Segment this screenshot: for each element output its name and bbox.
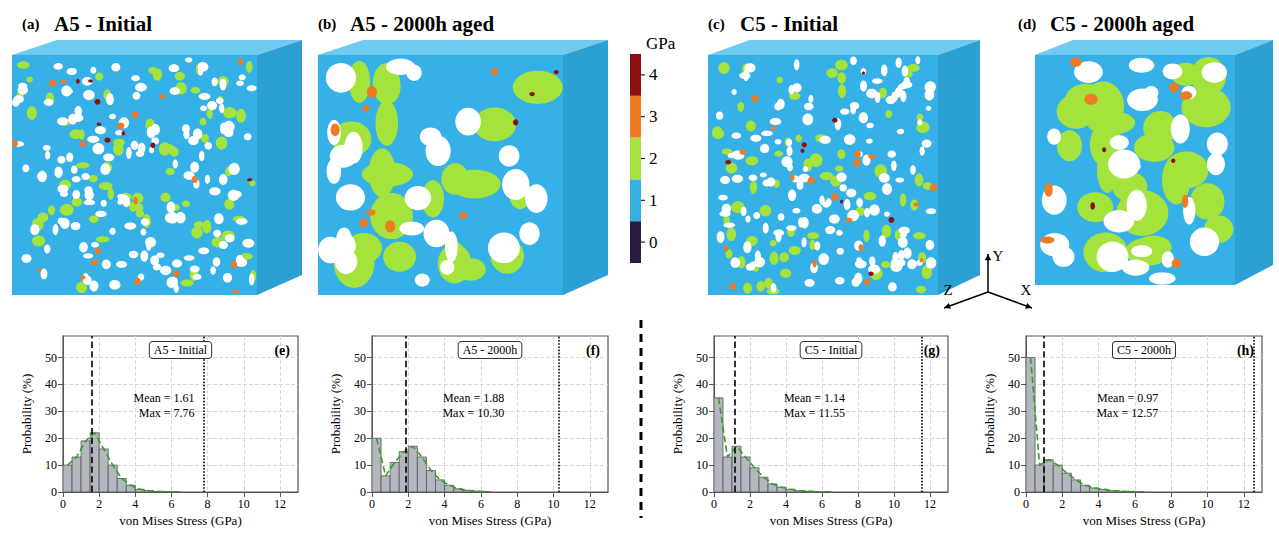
svg-text:6: 6 — [168, 497, 174, 511]
svg-text:4: 4 — [1096, 497, 1102, 511]
svg-text:6: 6 — [478, 497, 484, 511]
svg-text:12: 12 — [924, 497, 936, 511]
svg-text:Mean = 0.97: Mean = 0.97 — [1097, 391, 1158, 405]
svg-text:2: 2 — [96, 497, 102, 511]
svg-text:20: 20 — [45, 431, 57, 445]
svg-text:A5 - 2000h: A5 - 2000h — [463, 343, 518, 357]
svg-text:Z: Z — [943, 282, 952, 298]
svg-text:0: 0 — [1023, 497, 1029, 511]
svg-text:10: 10 — [238, 497, 250, 511]
svg-text:10: 10 — [696, 458, 708, 472]
svg-text:40: 40 — [45, 377, 57, 391]
svg-text:Max = 11.55: Max = 11.55 — [784, 406, 845, 420]
svg-text:8: 8 — [514, 497, 520, 511]
svg-text:Probability (%): Probability (%) — [670, 374, 685, 455]
svg-text:50: 50 — [696, 351, 708, 365]
svg-text:Probability (%): Probability (%) — [982, 374, 997, 455]
svg-text:30: 30 — [354, 404, 366, 418]
svg-text:40: 40 — [1008, 377, 1020, 391]
svg-text:2: 2 — [649, 149, 658, 168]
svg-text:Max = 7.76: Max = 7.76 — [139, 406, 195, 420]
svg-text:C5 - Initial: C5 - Initial — [805, 343, 858, 357]
svg-text:50: 50 — [1008, 351, 1020, 365]
svg-text:8: 8 — [205, 497, 211, 511]
svg-text:4: 4 — [783, 497, 789, 511]
svg-text:10: 10 — [1008, 458, 1020, 472]
svg-text:50: 50 — [45, 351, 57, 365]
svg-text:(c): (c) — [708, 16, 725, 33]
svg-text:40: 40 — [696, 377, 708, 391]
svg-text:10: 10 — [354, 458, 366, 472]
svg-text:(d): (d) — [1018, 16, 1036, 33]
svg-text:3: 3 — [649, 107, 658, 126]
svg-text:20: 20 — [696, 431, 708, 445]
svg-text:0: 0 — [51, 485, 57, 499]
svg-text:0: 0 — [649, 233, 658, 252]
svg-text:C5 - 2000h: C5 - 2000h — [1117, 343, 1171, 357]
svg-text:4: 4 — [132, 497, 138, 511]
svg-text:2: 2 — [1059, 497, 1065, 511]
svg-text:10: 10 — [45, 458, 57, 472]
svg-text:40: 40 — [354, 377, 366, 391]
svg-text:4: 4 — [442, 497, 448, 511]
svg-text:30: 30 — [696, 404, 708, 418]
svg-text:A5 - Initial: A5 - Initial — [154, 343, 208, 357]
svg-text:Mean = 1.14: Mean = 1.14 — [784, 391, 845, 405]
svg-text:von Mises Stress (GPa): von Mises Stress (GPa) — [1083, 513, 1205, 528]
svg-text:(e): (e) — [274, 343, 290, 359]
svg-text:A5 - 2000h aged: A5 - 2000h aged — [350, 12, 494, 36]
svg-text:Mean = 1.61: Mean = 1.61 — [134, 391, 195, 405]
svg-text:20: 20 — [1008, 431, 1020, 445]
svg-text:1: 1 — [649, 191, 658, 210]
svg-text:von Mises Stress (GPa): von Mises Stress (GPa) — [429, 513, 551, 528]
svg-text:Y: Y — [993, 248, 1004, 264]
svg-text:C5 - Initial: C5 - Initial — [740, 12, 838, 36]
svg-text:2: 2 — [405, 497, 411, 511]
svg-text:20: 20 — [354, 431, 366, 445]
svg-text:10: 10 — [1202, 497, 1214, 511]
svg-text:X: X — [1021, 282, 1032, 298]
svg-text:12: 12 — [274, 497, 286, 511]
svg-text:C5 - 2000h aged: C5 - 2000h aged — [1050, 12, 1194, 36]
svg-text:Max = 12.57: Max = 12.57 — [1096, 406, 1158, 420]
svg-text:0: 0 — [360, 485, 366, 499]
svg-text:von Mises Stress (GPa): von Mises Stress (GPa) — [119, 513, 241, 528]
svg-text:0: 0 — [702, 485, 708, 499]
svg-text:6: 6 — [819, 497, 825, 511]
svg-text:Probability (%): Probability (%) — [19, 374, 34, 455]
svg-text:8: 8 — [855, 497, 861, 511]
svg-text:Probability (%): Probability (%) — [328, 374, 343, 455]
svg-text:50: 50 — [354, 351, 366, 365]
svg-text:0: 0 — [1014, 485, 1020, 499]
svg-text:0: 0 — [369, 497, 375, 511]
svg-text:10: 10 — [888, 497, 900, 511]
svg-text:(a): (a) — [22, 16, 40, 33]
svg-text:A5 - Initial: A5 - Initial — [54, 12, 152, 36]
svg-text:(f): (f) — [586, 343, 600, 359]
svg-text:30: 30 — [1008, 404, 1020, 418]
svg-text:Mean = 1.88: Mean = 1.88 — [443, 391, 504, 405]
svg-text:12: 12 — [1238, 497, 1250, 511]
svg-text:10: 10 — [548, 497, 560, 511]
svg-text:(b): (b) — [318, 16, 336, 33]
svg-text:Max = 10.30: Max = 10.30 — [442, 406, 504, 420]
svg-text:4: 4 — [649, 65, 658, 84]
svg-text:6: 6 — [1132, 497, 1138, 511]
svg-text:8: 8 — [1168, 497, 1174, 511]
svg-text:von Mises Stress (GPa): von Mises Stress (GPa) — [770, 513, 892, 528]
svg-text:12: 12 — [584, 497, 596, 511]
svg-text:30: 30 — [45, 404, 57, 418]
svg-text:(g): (g) — [924, 343, 941, 359]
svg-text:2: 2 — [747, 497, 753, 511]
svg-text:0: 0 — [60, 497, 66, 511]
svg-text:0: 0 — [711, 497, 717, 511]
svg-text:GPa: GPa — [646, 34, 676, 53]
svg-text:(h): (h) — [1237, 343, 1254, 359]
